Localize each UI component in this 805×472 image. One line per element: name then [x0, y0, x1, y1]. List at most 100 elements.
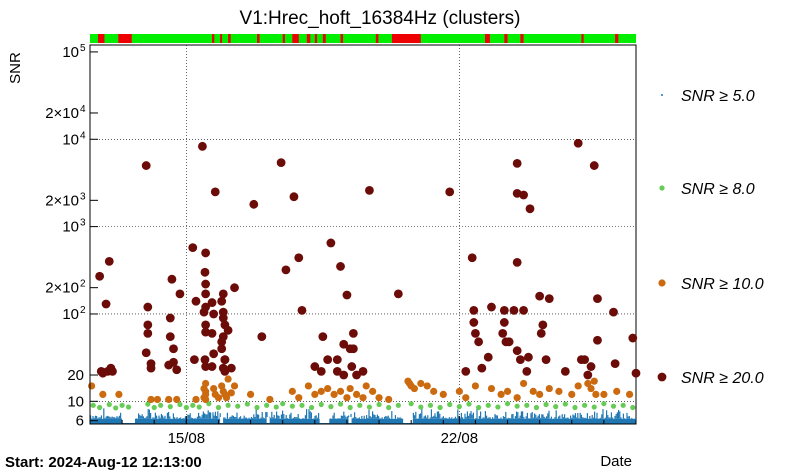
snr5-point: [566, 417, 568, 419]
snr5-point: [544, 417, 546, 419]
snr10-point: [165, 395, 173, 404]
state-bar-inactive-segment: [322, 34, 326, 43]
snr5-point: [451, 417, 453, 419]
snr20-point: [175, 289, 185, 299]
snr5-point: [199, 416, 201, 419]
snr5-point: [139, 414, 141, 419]
snr5-point: [110, 417, 112, 419]
state-bar-inactive-segment: [375, 34, 379, 43]
snr5-point: [397, 417, 399, 419]
snr5-point: [511, 414, 513, 419]
snr5-point: [158, 415, 160, 419]
snr5-point: [475, 418, 477, 419]
snr20-point: [217, 296, 227, 306]
snr10-point: [513, 394, 521, 402]
snr5-point: [470, 411, 472, 419]
snr10-point: [343, 394, 351, 402]
snr5-point: [631, 417, 633, 419]
snr8-point: [553, 404, 559, 410]
snr10-point: [304, 382, 312, 390]
snr20-point: [339, 339, 349, 349]
snr8-point: [337, 401, 344, 407]
snr20-point: [297, 305, 307, 315]
y-tick-exponent: 2: [80, 305, 86, 316]
snr5-point: [504, 416, 506, 419]
snr20-point: [519, 190, 528, 200]
snr5-point: [104, 418, 106, 419]
snr5-point: [508, 418, 510, 419]
snr5-point: [224, 417, 226, 419]
snr5-point: [351, 418, 353, 419]
snr5-point: [210, 412, 212, 419]
snr5-point: [472, 412, 474, 419]
snr10-point: [317, 387, 325, 395]
snr5-point: [547, 413, 549, 419]
snr5-point: [258, 414, 260, 419]
snr5-point: [586, 413, 588, 419]
state-bar-inactive-segment: [118, 34, 132, 43]
snr20-point: [172, 365, 182, 375]
snr8-point: [145, 401, 151, 407]
snr5-point: [421, 408, 423, 419]
state-bar-inactive-segment: [212, 34, 215, 43]
snr5-point: [178, 417, 180, 419]
snr5-point: [540, 417, 542, 419]
snr5-point: [457, 409, 459, 419]
snr5-point: [414, 415, 416, 419]
snr20-point: [169, 357, 178, 367]
snr5-point: [580, 414, 582, 419]
snr5-point: [229, 417, 231, 419]
legend-marker-snr8: [659, 185, 665, 191]
snr5-point: [145, 417, 147, 419]
y-tick-exponent: 3: [80, 191, 86, 202]
snr20-point: [200, 267, 210, 277]
snr10-point: [218, 382, 226, 390]
snr8-point: [466, 401, 472, 407]
snr5-point: [376, 414, 378, 419]
snr5-point: [480, 411, 482, 419]
snr5-point: [488, 417, 490, 419]
snr5-gap: [122, 417, 135, 423]
snr5-point: [260, 417, 262, 419]
legend-label-snr5: SNR ≥ 5.0: [681, 88, 755, 105]
snr20-point: [217, 337, 227, 347]
chart-title: V1:Hrec_hoft_16384Hz (clusters): [240, 8, 521, 29]
legend-label-snr20: SNR ≥ 20.0: [681, 370, 764, 387]
snr10-point: [288, 387, 296, 395]
snr10-point: [574, 382, 582, 390]
state-bar-inactive-segment: [228, 34, 231, 43]
snr5-point: [99, 417, 101, 419]
snr20-point: [589, 161, 599, 170]
snr5-point: [117, 417, 119, 419]
snr5-point: [478, 416, 480, 419]
state-bar-inactive-segment: [391, 34, 421, 43]
snr5-point: [194, 418, 196, 419]
snr5-point: [183, 418, 185, 419]
snr5-point: [234, 416, 236, 419]
y-tick-exponent: 3: [80, 218, 86, 229]
snr5-point: [594, 411, 596, 419]
snr20-point: [365, 185, 374, 195]
snr5-point: [571, 417, 573, 419]
snr20-point: [393, 289, 403, 299]
snr20-point: [499, 318, 509, 327]
snr5-point: [384, 416, 386, 419]
snr8-point: [309, 404, 315, 411]
snr5-point: [624, 418, 626, 419]
snr20-point: [210, 187, 220, 197]
snr20-point: [358, 367, 368, 376]
snr5-point: [612, 417, 614, 419]
snr5-point: [464, 413, 466, 419]
snr5-point: [564, 414, 566, 419]
snr20-point: [207, 298, 217, 307]
snr5-gap: [319, 417, 330, 423]
snr5-point: [462, 417, 464, 419]
snr5-point: [284, 418, 286, 419]
state-bar-inactive-segment: [340, 34, 344, 43]
series-snr8: [90, 401, 636, 411]
snr5-point: [492, 417, 494, 419]
snr20-point: [226, 363, 236, 373]
snr8-point: [395, 402, 401, 408]
snr5-point: [432, 416, 434, 419]
